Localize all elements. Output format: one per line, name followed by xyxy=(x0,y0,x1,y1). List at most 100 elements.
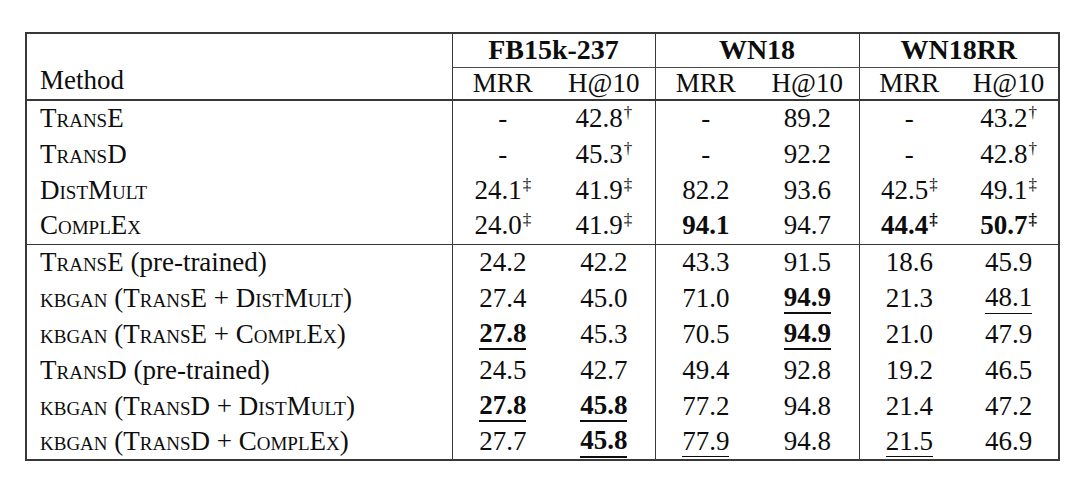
value-cell: 92.2 xyxy=(756,136,859,172)
footnote-marker: ‡ xyxy=(523,175,532,194)
value-cell: 19.2 xyxy=(859,352,959,388)
footnote-marker: † xyxy=(1028,103,1037,122)
metric-value: 43.2 xyxy=(980,103,1027,133)
footnote-marker: † xyxy=(1028,139,1037,158)
value-cell: 45.9 xyxy=(959,244,1059,280)
value-cell: 45.8 xyxy=(553,424,655,460)
footnote-marker: ‡ xyxy=(1028,175,1037,194)
value-cell: 27.4 xyxy=(452,280,553,316)
method-cell: kbgan (TransD + DistMult) xyxy=(26,388,452,424)
value-cell: - xyxy=(655,136,756,172)
metric-value: 42.2 xyxy=(580,247,627,277)
metric-header: H@10 xyxy=(756,67,859,100)
metric-value: 24.5 xyxy=(479,355,526,385)
dataset-header: WN18RR xyxy=(859,33,1059,67)
table-row: TransE-42.8†-89.2-43.2† xyxy=(26,100,1059,136)
value-cell: 49.4 xyxy=(655,352,756,388)
method-cell: ComplEx xyxy=(26,208,452,244)
method-name: TransD xyxy=(40,139,127,169)
metric-value: 92.2 xyxy=(784,139,831,169)
value-cell: 41.9‡ xyxy=(553,172,655,208)
metric-value: 94.8 xyxy=(784,426,831,456)
metric-value: 19.2 xyxy=(886,355,933,385)
value-cell: 93.6 xyxy=(756,172,859,208)
metric-value: 48.1 xyxy=(985,283,1032,313)
method-cell: DistMult xyxy=(26,172,452,208)
value-cell: 47.9 xyxy=(959,316,1059,352)
method-name-suffix: (pre-trained) xyxy=(127,355,270,385)
value-cell: 46.9 xyxy=(959,424,1059,460)
metric-value: 21.4 xyxy=(886,391,933,421)
metric-value: 21.3 xyxy=(886,283,933,313)
method-cell: kbgan (TransE + DistMult) xyxy=(26,280,452,316)
value-cell: 94.9 xyxy=(756,280,859,316)
method-cell: TransD xyxy=(26,136,452,172)
value-cell: 45.0 xyxy=(553,280,655,316)
metric-value: 91.5 xyxy=(784,247,831,277)
metric-value: 24.2 xyxy=(479,247,526,277)
metric-value: 77.2 xyxy=(682,391,729,421)
footnote-marker: ‡ xyxy=(523,210,532,229)
metric-value: 89.2 xyxy=(784,103,831,133)
value-cell: 45.3† xyxy=(553,136,655,172)
method-name-suffix: (pre-trained) xyxy=(124,247,267,277)
value-cell: 94.9 xyxy=(756,316,859,352)
value-cell: 44.4‡ xyxy=(859,208,959,244)
table-row: kbgan (TransD + DistMult)27.845.877.294.… xyxy=(26,388,1059,424)
method-name: DistMult xyxy=(40,175,147,205)
value-cell: 42.7 xyxy=(553,352,655,388)
metric-value: 92.8 xyxy=(784,355,831,385)
value-cell: 27.7 xyxy=(452,424,553,460)
value-cell: - xyxy=(859,100,959,136)
metric-value: 42.8 xyxy=(980,139,1027,169)
metric-value: 47.2 xyxy=(985,391,1032,421)
method-cell: kbgan (TransD + ComplEx) xyxy=(26,424,452,460)
footnote-marker: ‡ xyxy=(624,210,633,229)
value-cell: 21.3 xyxy=(859,280,959,316)
value-cell: 77.2 xyxy=(655,388,756,424)
metric-value: 27.8 xyxy=(479,391,526,422)
value-cell: 94.7 xyxy=(756,208,859,244)
metric-value: 27.8 xyxy=(479,319,526,350)
metric-value: 21.5 xyxy=(886,427,933,457)
metric-value: 47.9 xyxy=(985,319,1032,349)
value-cell: 24.5 xyxy=(452,352,553,388)
value-cell: 42.2 xyxy=(553,244,655,280)
metric-value: - xyxy=(701,139,710,169)
metric-value: 24.1 xyxy=(474,175,521,205)
method-cell: TransD (pre-trained) xyxy=(26,352,452,388)
table-row: kbgan (TransE + ComplEx)27.845.370.594.9… xyxy=(26,316,1059,352)
value-cell: 47.2 xyxy=(959,388,1059,424)
value-cell: 27.8 xyxy=(452,388,553,424)
metric-value: 44.4 xyxy=(881,210,928,240)
metric-value: 70.5 xyxy=(682,319,729,349)
value-cell: 70.5 xyxy=(655,316,756,352)
method-name: ComplEx xyxy=(40,210,141,240)
metric-header: MRR xyxy=(655,67,756,100)
value-cell: 42.8† xyxy=(553,100,655,136)
metric-value: 45.8 xyxy=(580,426,627,457)
value-cell: 21.0 xyxy=(859,316,959,352)
value-cell: - xyxy=(452,136,553,172)
table-row: ComplEx24.0‡41.9‡94.194.744.4‡50.7‡ xyxy=(26,208,1059,244)
value-cell: 27.8 xyxy=(452,316,553,352)
metric-value: 42.8 xyxy=(575,103,622,133)
results-table: Method FB15k-237WN18WN18RR MRRH@10MRRH@1… xyxy=(25,32,1060,461)
value-cell: 43.2† xyxy=(959,100,1059,136)
table-row: TransE (pre-trained)24.242.243.391.518.6… xyxy=(26,244,1059,280)
metric-header: H@10 xyxy=(553,67,655,100)
metric-value: - xyxy=(701,103,710,133)
value-cell: 24.2 xyxy=(452,244,553,280)
method-column-header: Method xyxy=(26,33,452,100)
metric-value: 18.6 xyxy=(886,247,933,277)
metric-value: 94.7 xyxy=(784,210,831,240)
metric-value: 49.4 xyxy=(682,355,729,385)
value-cell: 48.1 xyxy=(959,280,1059,316)
value-cell: 24.0‡ xyxy=(452,208,553,244)
method-name: kbgan (TransE + ComplEx) xyxy=(40,319,346,349)
metric-value: 45.3 xyxy=(575,139,622,169)
metric-value: 46.5 xyxy=(985,355,1032,385)
value-cell: 41.9‡ xyxy=(553,208,655,244)
value-cell: - xyxy=(859,136,959,172)
metric-value: 94.9 xyxy=(784,319,831,350)
